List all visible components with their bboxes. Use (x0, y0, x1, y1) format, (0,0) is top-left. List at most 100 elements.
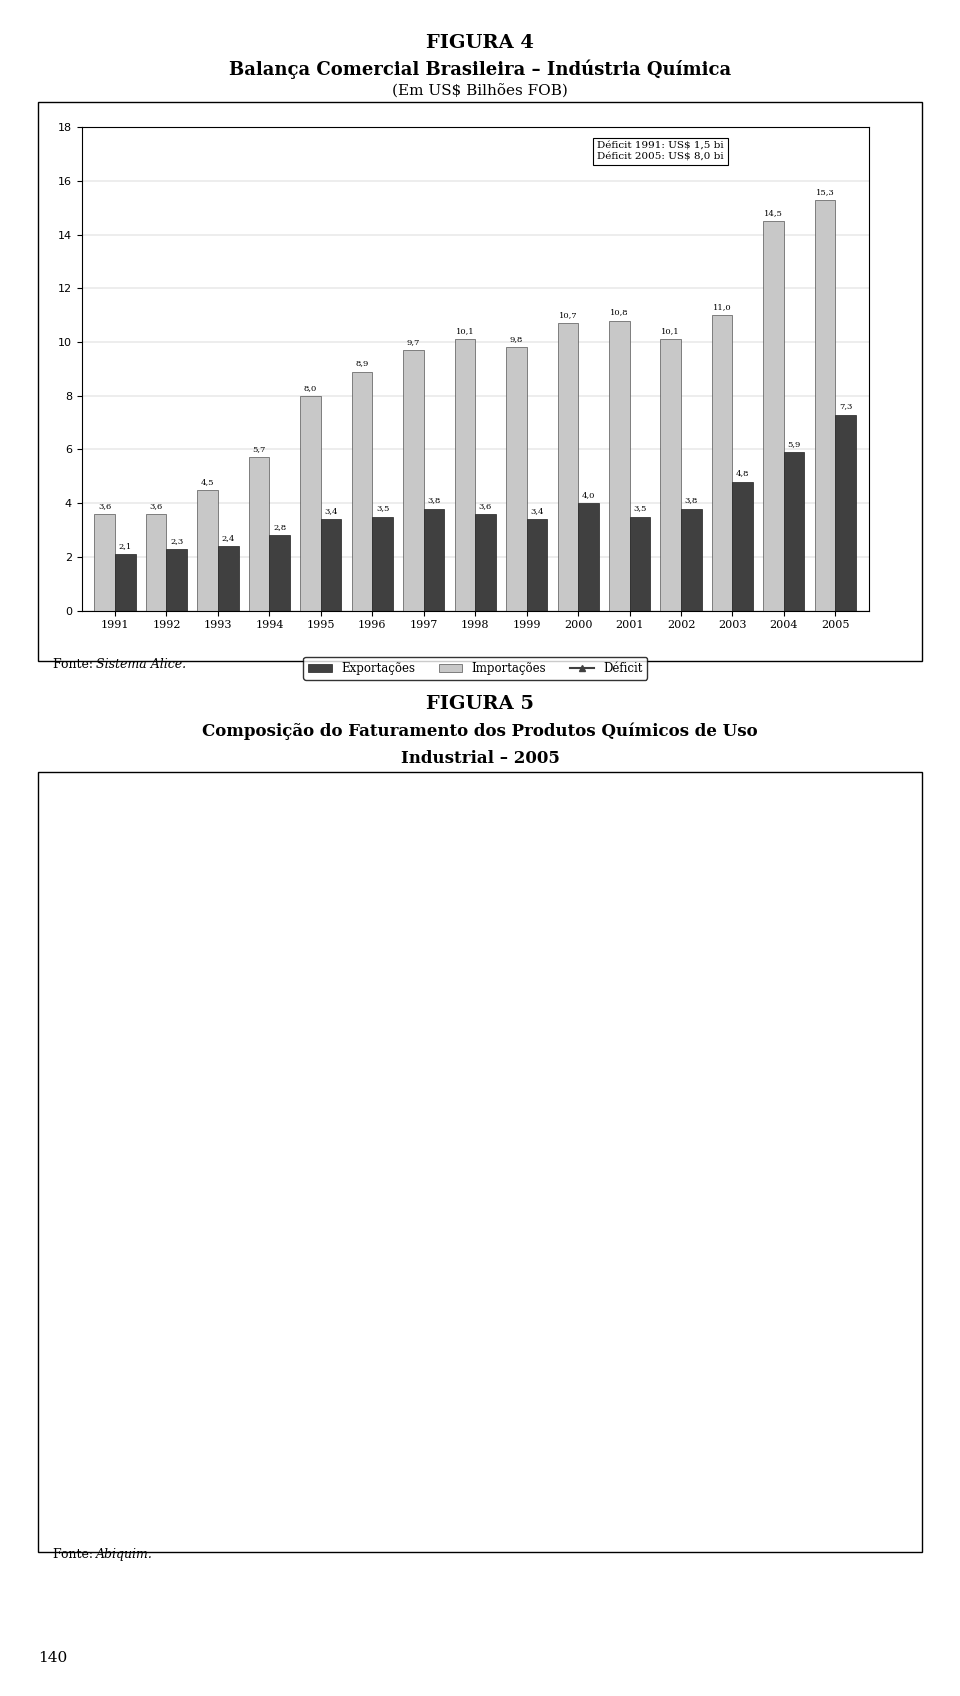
Text: 11,0: 11,0 (713, 304, 732, 310)
Bar (506, 348, 527, 611)
Text: 10,1: 10,1 (661, 327, 680, 336)
Bar (455, 339, 475, 611)
Text: 140: 140 (38, 1652, 67, 1665)
Bar (166, 550, 187, 611)
Bar (660, 339, 681, 611)
Bar (146, 514, 166, 611)
Text: 9,7: 9,7 (407, 338, 420, 346)
Text: 8,9: 8,9 (355, 360, 369, 368)
Text: 3,6: 3,6 (479, 502, 492, 510)
Text: 3,5: 3,5 (376, 504, 389, 512)
Bar (475, 514, 495, 611)
Bar (403, 349, 423, 611)
Text: 2,1: 2,1 (119, 543, 132, 550)
Bar (527, 519, 547, 611)
Text: 3,4: 3,4 (530, 507, 543, 516)
Text: 3,4: 3,4 (324, 507, 338, 516)
Bar (321, 519, 342, 611)
Text: 3,8: 3,8 (427, 497, 441, 504)
Text: Sistema Alice.: Sistema Alice. (96, 658, 186, 672)
Text: Int. fertilizantes
6%: Int. fertilizantes 6% (371, 1228, 844, 1279)
Text: 3,8: 3,8 (684, 497, 698, 504)
Text: 4,5: 4,5 (201, 478, 214, 485)
Text: 2,8: 2,8 (273, 524, 286, 531)
Bar (578, 504, 599, 611)
Text: Fonte:: Fonte: (53, 658, 97, 672)
Bar (270, 536, 290, 611)
Text: 9,8: 9,8 (510, 336, 523, 343)
Text: 14,5: 14,5 (764, 209, 783, 217)
Text: Balança Comercial Brasileira – Indústria Química: Balança Comercial Brasileira – Indústria… (228, 59, 732, 78)
Polygon shape (294, 1226, 443, 1345)
Polygon shape (480, 1143, 677, 1186)
Bar (763, 220, 784, 611)
Polygon shape (279, 1150, 289, 1233)
Polygon shape (626, 1226, 666, 1311)
Text: Composição do Faturamento dos Produtos Químicos de Uso: Composição do Faturamento dos Produtos Q… (203, 722, 757, 739)
Text: Déficit 1991: US$ 1,5 bi
Déficit 2005: US$ 8,0 bi: Déficit 1991: US$ 1,5 bi Déficit 2005: U… (597, 142, 724, 161)
Bar (300, 395, 321, 611)
Text: Int. p/fibras e resinas
9%: Int. p/fibras e resinas 9% (80, 1109, 636, 1128)
Polygon shape (443, 1262, 626, 1347)
Bar (609, 321, 630, 611)
Text: 2,3: 2,3 (170, 536, 183, 544)
Text: Outros químicos
orgânicos
16%: Outros químicos orgânicos 16% (499, 1299, 671, 1437)
Text: 4,8: 4,8 (736, 470, 750, 478)
Polygon shape (289, 1130, 480, 1186)
Bar (681, 509, 702, 611)
Polygon shape (304, 1072, 480, 1186)
Bar (784, 453, 804, 611)
Bar (835, 414, 856, 611)
Bar (630, 517, 650, 611)
Text: 7,3: 7,3 (839, 402, 852, 410)
Text: (Em US$ Bilhões FOB): (Em US$ Bilhões FOB) (392, 85, 568, 98)
Polygon shape (480, 1130, 666, 1186)
Text: 4,0: 4,0 (582, 492, 595, 499)
Text: US$ 39,1 bilhões: US$ 39,1 bilhões (625, 1411, 751, 1425)
Text: 3,6: 3,6 (150, 502, 163, 510)
Text: 5,7: 5,7 (252, 446, 266, 453)
Polygon shape (279, 1150, 480, 1186)
Bar (351, 371, 372, 611)
Polygon shape (480, 1072, 656, 1186)
Text: 3,6: 3,6 (98, 502, 111, 510)
Bar (423, 509, 444, 611)
Text: 5,9: 5,9 (787, 439, 801, 448)
Text: 2,4: 2,4 (222, 534, 235, 543)
Bar (218, 546, 238, 611)
Text: Produtos e preparados
químicos diversos
17%: Produtos e preparados químicos diversos … (376, 879, 511, 1070)
Polygon shape (279, 1186, 294, 1275)
Text: 10,7: 10,7 (559, 310, 577, 319)
Bar (115, 555, 135, 611)
Bar (198, 490, 218, 611)
Polygon shape (294, 1186, 480, 1296)
Text: FIGURA 5: FIGURA 5 (426, 695, 534, 714)
Text: Outros inorgânicos
6%: Outros inorgânicos 6% (117, 1169, 676, 1241)
Bar (249, 458, 270, 611)
Text: Gases
5%: Gases 5% (312, 1109, 791, 1245)
Bar (815, 200, 835, 611)
Text: Industrial – 2005: Industrial – 2005 (400, 750, 560, 767)
Text: 10,1: 10,1 (456, 327, 474, 336)
Text: Petroquímicos básicos
16%: Petroquímicos básicos 16% (370, 1257, 636, 1443)
Text: 3,5: 3,5 (634, 504, 646, 512)
Polygon shape (443, 1186, 626, 1297)
Text: FIGURA 4: FIGURA 4 (426, 34, 534, 53)
Polygon shape (666, 1163, 681, 1275)
Text: Elastômeros
3%: Elastômeros 3% (161, 1024, 575, 1085)
Text: Cloro e álcalis
3%: Cloro e álcalis 3% (297, 1035, 826, 1226)
Polygon shape (279, 1186, 480, 1226)
Bar (732, 482, 753, 611)
Text: 10,8: 10,8 (610, 309, 629, 317)
Bar (558, 324, 578, 611)
Bar (712, 315, 732, 611)
Text: Termoplásticos
17%: Termoplásticos 17% (284, 921, 726, 1202)
Polygon shape (480, 1163, 681, 1226)
Text: Termofixos
2%: Termofixos 2% (239, 960, 540, 1075)
Legend: Exportações, Importações, Déficit: Exportações, Importações, Déficit (303, 656, 647, 680)
Polygon shape (480, 1186, 666, 1262)
Bar (94, 514, 115, 611)
Bar (372, 517, 393, 611)
Text: Abiquim.: Abiquim. (96, 1548, 153, 1562)
Text: Fonte:: Fonte: (53, 1548, 97, 1562)
